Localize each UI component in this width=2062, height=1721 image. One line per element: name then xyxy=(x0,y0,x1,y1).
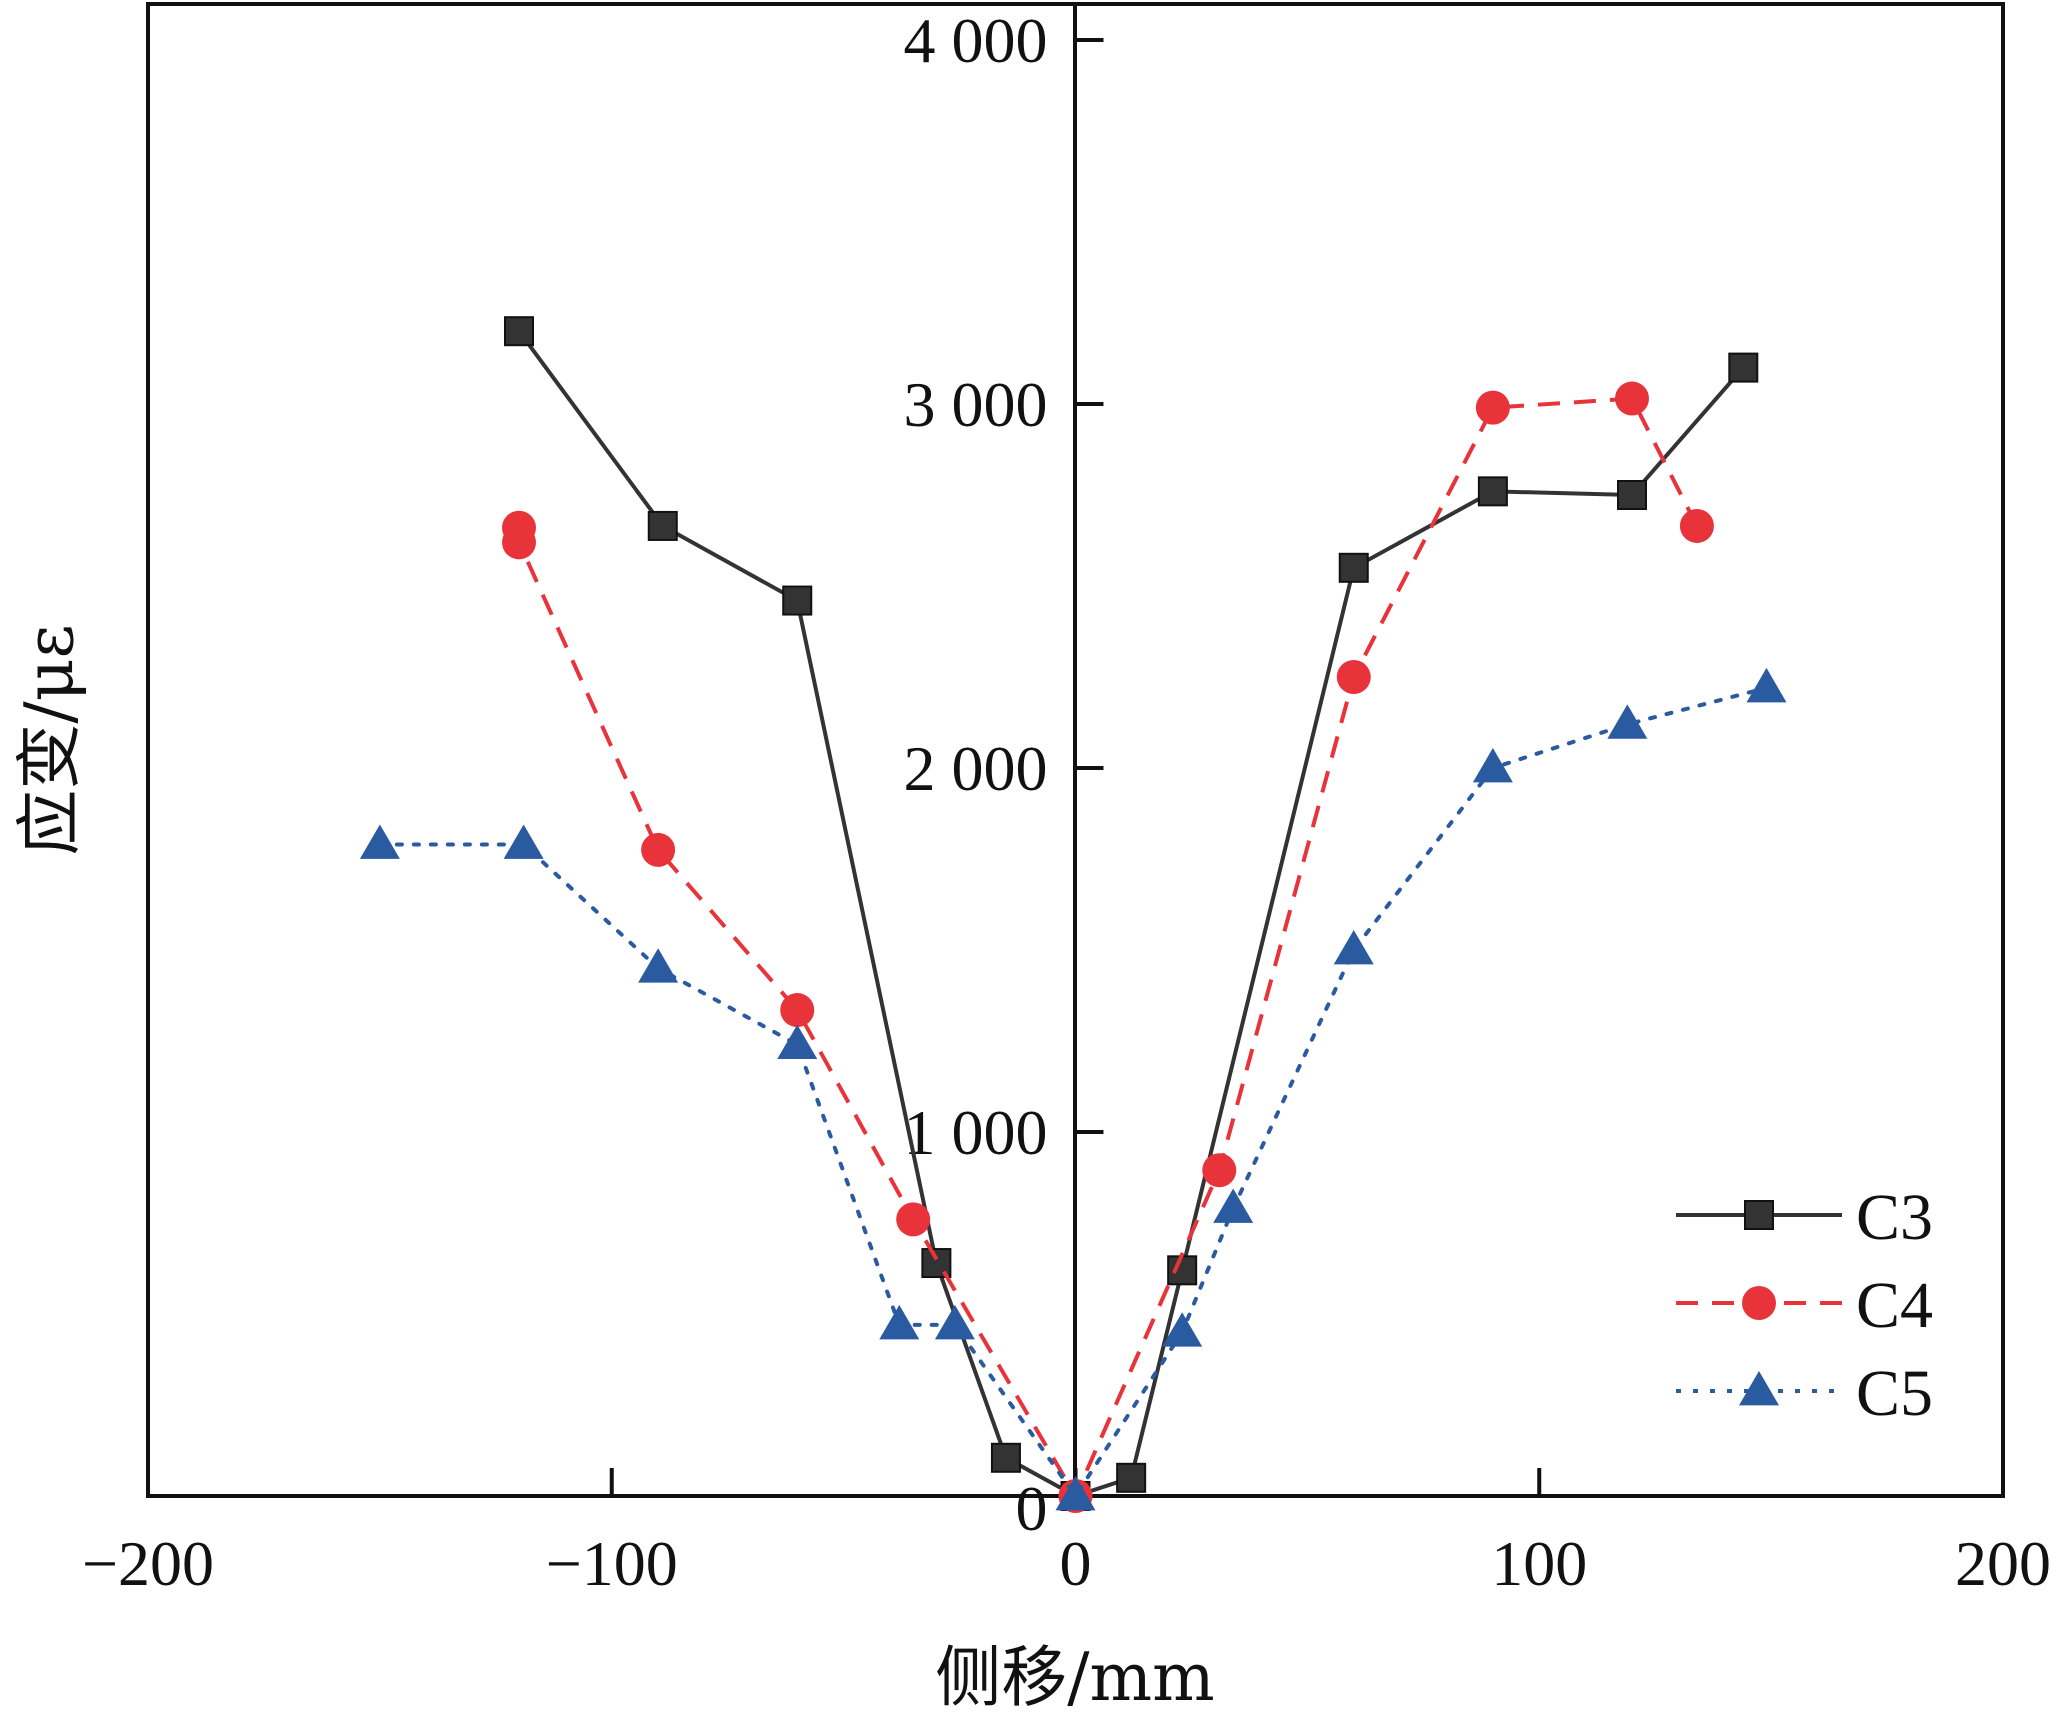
triangle-marker xyxy=(1162,1312,1203,1347)
circle-marker xyxy=(780,993,815,1028)
y-ticks: 1 000 2 000 3 000 4 000 0 xyxy=(904,5,1104,1544)
triangle-marker xyxy=(879,1304,920,1340)
square-marker xyxy=(782,585,813,616)
legend-item-C5: C5 xyxy=(1676,1357,1933,1430)
square-marker xyxy=(1744,1200,1774,1230)
series-C4 xyxy=(502,381,1714,1513)
circle-marker xyxy=(1475,390,1510,425)
square-marker xyxy=(1728,352,1759,383)
x-tick-label: 100 xyxy=(1491,1528,1587,1599)
triangle-marker xyxy=(777,1024,818,1060)
y-tick-label: 2 000 xyxy=(904,733,1048,804)
series-line xyxy=(517,396,1699,1501)
triangle-marker xyxy=(934,1304,975,1340)
triangle-marker xyxy=(1746,667,1787,703)
legend-label: C3 xyxy=(1856,1181,1933,1254)
series-C5 xyxy=(359,667,1787,1511)
triangle-marker xyxy=(1333,930,1374,965)
legend: C3 C4 C5 xyxy=(1676,1181,1933,1430)
circle-marker xyxy=(1615,381,1649,416)
circle-marker xyxy=(1336,660,1371,694)
x-ticks: −200 −100 0 100 200 xyxy=(82,1468,2051,1599)
triangle-marker xyxy=(638,948,679,983)
triangle-marker xyxy=(359,824,400,859)
y-tick-label: 3 000 xyxy=(904,369,1048,440)
triangle-marker xyxy=(503,824,544,859)
circle-marker xyxy=(896,1202,931,1237)
series-layer xyxy=(359,316,1787,1513)
circle-marker xyxy=(1679,508,1714,543)
triangle-marker xyxy=(1472,748,1513,783)
circle-marker xyxy=(1742,1286,1776,1320)
y-tick-label: 1 000 xyxy=(904,1097,1048,1168)
square-marker xyxy=(1167,1255,1198,1286)
y-tick-label-origin: 0 xyxy=(1016,1473,1048,1544)
square-marker xyxy=(1116,1462,1147,1493)
triangle-marker xyxy=(1739,1371,1779,1406)
x-axis-title: 侧移/mm xyxy=(935,1639,1214,1716)
legend-item-C4: C4 xyxy=(1676,1269,1933,1342)
legend-label: C5 xyxy=(1856,1357,1933,1430)
y-tick-label: 4 000 xyxy=(904,5,1048,76)
x-tick-label: 0 xyxy=(1060,1528,1092,1599)
legend-item-C3: C3 xyxy=(1676,1181,1933,1254)
circle-marker xyxy=(641,832,676,867)
triangle-marker xyxy=(1055,1476,1096,1511)
x-tick-label: 200 xyxy=(1955,1528,2051,1599)
square-marker xyxy=(1477,476,1508,507)
circle-marker xyxy=(502,525,536,560)
legend-label: C4 xyxy=(1856,1269,1933,1342)
series-C3 xyxy=(504,316,1759,1511)
square-marker xyxy=(1617,480,1647,510)
square-marker xyxy=(504,316,534,347)
square-marker xyxy=(647,510,678,541)
circle-marker xyxy=(1202,1153,1237,1188)
y-axis-title: 应变/με xyxy=(11,624,88,855)
square-marker xyxy=(1338,552,1369,583)
triangle-marker xyxy=(1607,704,1648,739)
x-tick-label: −100 xyxy=(546,1528,678,1599)
square-marker xyxy=(990,1442,1021,1473)
triangle-marker xyxy=(1213,1188,1254,1223)
series-line xyxy=(517,330,1745,1499)
x-tick-label: −200 xyxy=(82,1528,214,1599)
